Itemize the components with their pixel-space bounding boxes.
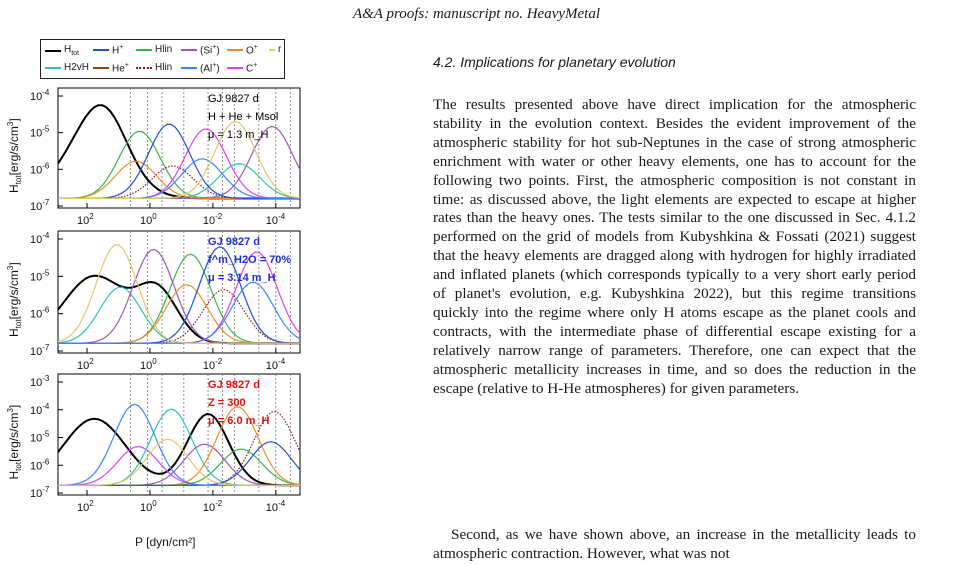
model-curve xyxy=(57,286,300,344)
legend-label: H2vH xyxy=(64,62,90,73)
figure-panels: 10-4 10-5 10-6 10-7 102 100 10-2 10-4 Htot[erg/s… xyxy=(6,87,301,514)
model-curve xyxy=(57,412,300,487)
legend-swatch xyxy=(136,66,152,69)
legend-label: He+ xyxy=(112,62,129,75)
legend-entry: O+ xyxy=(227,44,258,56)
y-tick-label: 10-6 xyxy=(30,306,50,321)
x-tick-label: 100 xyxy=(140,357,157,372)
y-tick-label: 10-5 xyxy=(30,268,50,283)
model-curve xyxy=(57,130,300,199)
legend-entry: C+ xyxy=(227,62,257,74)
legend-label: C+ xyxy=(246,62,258,75)
x-tick-label: 10-2 xyxy=(203,357,223,372)
legend-label: Hlin xyxy=(155,62,173,73)
y-tick-label: 10-7 xyxy=(30,343,50,358)
y-tick-label: 10-7 xyxy=(30,198,50,213)
x-tick-label: 102 xyxy=(77,499,94,514)
x-tick-label: 100 xyxy=(140,499,157,514)
panel-annotation: H + He + Msol xyxy=(208,111,278,123)
y-tick-label: 10-5 xyxy=(30,430,50,445)
y-axis-label: Htot[erg/s/cm3] xyxy=(6,405,23,480)
x-tick-label: 102 xyxy=(77,357,94,372)
y-axis-label: Htot[erg/s/cm3] xyxy=(6,262,23,337)
legend-swatch xyxy=(181,67,197,70)
paragraph-2: Second, as we have shown above, an incre… xyxy=(433,526,916,562)
y-tick-label: 10-6 xyxy=(30,457,50,472)
x-axis-label: P [dyn/cm²] xyxy=(135,535,196,549)
panel-annotation: GJ 9827 d xyxy=(208,379,260,391)
model-curve xyxy=(58,281,301,344)
legend-swatch xyxy=(227,67,243,70)
model-curve xyxy=(58,438,300,486)
x-tick-label: 10-2 xyxy=(203,212,223,227)
section-heading: 4.2. Implications for planetary evolutio… xyxy=(433,54,676,70)
x-tick-label: 10-4 xyxy=(266,499,286,514)
paragraph-1: The results presented above have direct … xyxy=(433,96,916,397)
y-tick-label: 10-5 xyxy=(30,125,50,140)
legend-entry: Hlin xyxy=(136,44,172,55)
legend-label: H+ xyxy=(112,44,124,57)
x-tick-label: 10-2 xyxy=(203,499,223,514)
panel-annotation: f^m_H2O = 70% xyxy=(208,254,291,266)
legend-entry: H2vH xyxy=(45,62,89,73)
panel-annotation: μ = 6.0 m_H xyxy=(208,415,270,427)
legend-label: O+ xyxy=(246,44,258,57)
model-curve xyxy=(58,120,301,199)
legend-swatch xyxy=(181,49,197,52)
legend-label: Htot xyxy=(64,44,80,57)
x-tick-label: 100 xyxy=(140,212,157,227)
legend-entry: (Si+) xyxy=(181,44,220,56)
legend-entry: (Al+) xyxy=(181,62,220,74)
running-header: A&A proofs: manuscript no. HeavyMetal xyxy=(352,6,601,22)
legend-entry: Htot xyxy=(45,44,79,57)
legend-label: r xyxy=(278,44,282,55)
panel-frame xyxy=(57,87,301,209)
panel-frame xyxy=(57,373,301,496)
model-curve xyxy=(58,441,301,486)
legend-label: (Si+) xyxy=(200,44,220,57)
panel-annotation: GJ 9827 d xyxy=(208,93,259,105)
y-tick-label: 10-4 xyxy=(30,88,50,103)
legend-swatch xyxy=(227,49,243,52)
legend-swatch xyxy=(45,66,61,69)
legend-swatch xyxy=(45,49,61,52)
legend-swatch xyxy=(93,67,109,70)
panel-annotation: μ = 3.14 m_H xyxy=(208,272,276,284)
model-curve xyxy=(57,244,300,344)
panel-annotation: GJ 9827 d xyxy=(208,236,260,248)
y-tick-label: 10-3 xyxy=(30,374,50,389)
legend-entry: r xyxy=(269,44,281,55)
y-tick-label: 10-7 xyxy=(30,485,50,500)
panel-annotation: μ = 1.3 m_H xyxy=(208,129,269,141)
legend-swatch xyxy=(93,49,109,52)
legend-entry: Hlin xyxy=(136,62,172,73)
y-axis-label: Htot[erg/s/cm3] xyxy=(6,118,23,193)
x-tick-label: 102 xyxy=(77,212,94,227)
figure-legend: Htot H+ Hlin (Si+) O+ r H2vH He+ Hlin (Al+) C+ xyxy=(40,39,285,79)
y-tick-label: 10-4 xyxy=(30,402,50,417)
panel-annotation: Z = 300 xyxy=(208,397,246,409)
legend-swatch xyxy=(269,48,275,51)
panel-frame xyxy=(57,230,301,354)
model-curve xyxy=(58,288,301,344)
legend-entry: He+ xyxy=(93,62,129,74)
x-tick-label: 10-4 xyxy=(266,212,286,227)
legend-swatch xyxy=(136,48,152,51)
legend-entry: H+ xyxy=(93,44,123,56)
y-tick-label: 10-6 xyxy=(30,161,50,176)
legend-label: (Al+) xyxy=(200,62,220,75)
y-tick-label: 10-4 xyxy=(30,231,50,246)
x-tick-label: 10-4 xyxy=(266,357,286,372)
legend-label: Hlin xyxy=(155,44,173,55)
